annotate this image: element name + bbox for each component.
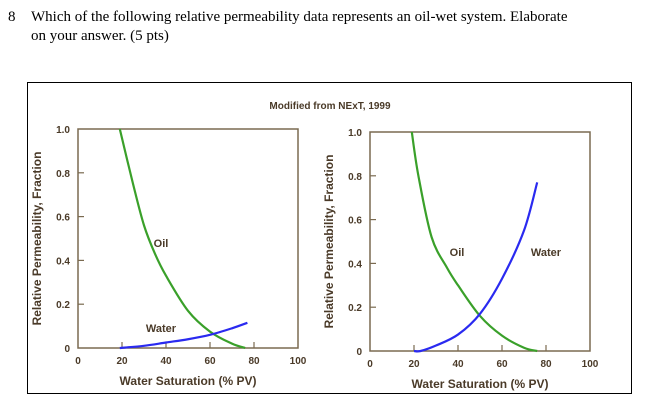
x-tick-label: 40 xyxy=(452,359,464,370)
x-tick-label: 20 xyxy=(408,359,420,370)
water-curve-label: Water xyxy=(146,323,177,335)
oil-curve-2 xyxy=(410,131,538,353)
x-tick-label: 100 xyxy=(290,356,307,367)
x-axis-label: Water Saturation (% PV) xyxy=(412,377,549,391)
y-axis-label: Relative Permeability, Fraction xyxy=(30,152,44,326)
y-tick-label: 0.8 xyxy=(56,169,70,180)
x-tick-label: 80 xyxy=(248,356,260,367)
plot-area-1 xyxy=(77,128,299,349)
y-tick-label: 0.6 xyxy=(56,213,70,224)
question-text: 8 Which of the following relative permeab… xyxy=(8,8,658,46)
x-tick-label: 0 xyxy=(75,356,81,367)
y-tick-label: 0.4 xyxy=(56,256,70,267)
water-curve-label: Water xyxy=(531,247,562,259)
oil-curve-1 xyxy=(118,128,246,350)
y-tick-label: 0.8 xyxy=(348,172,362,183)
x-tick-label: 100 xyxy=(582,359,599,370)
y-tick-label: 1.0 xyxy=(56,125,70,136)
question-line-1: Which of the following relative permeabi… xyxy=(31,9,568,25)
y-tick-label: 0.2 xyxy=(348,303,362,314)
question-line-2: on your answer. (5 pts) xyxy=(31,28,169,44)
x-tick-label: 0 xyxy=(367,359,373,370)
water-curve-1 xyxy=(119,321,248,350)
oil-curve-label: Oil xyxy=(450,247,465,259)
plot-area-2 xyxy=(369,131,591,352)
x-tick-label: 20 xyxy=(116,356,128,367)
figure-credit: Modified from NExT, 1999 xyxy=(269,101,391,112)
x-tick-label: 60 xyxy=(496,359,508,370)
y-tick-label: 0.2 xyxy=(56,300,70,311)
water-curve-2 xyxy=(413,182,539,353)
x-tick-label: 60 xyxy=(204,356,216,367)
y-tick-label: 0 xyxy=(356,347,362,358)
x-tick-label: 80 xyxy=(540,359,552,370)
oil-curve-label: Oil xyxy=(154,238,169,250)
x-tick-label: 40 xyxy=(160,356,172,367)
x-axis-label: Water Saturation (% PV) xyxy=(120,374,257,388)
y-axis-label: Relative Permeability, Fraction xyxy=(322,155,336,329)
question-number: 8 xyxy=(8,9,16,25)
y-tick-label: 0 xyxy=(64,344,70,355)
figure-frame xyxy=(27,82,632,394)
y-tick-label: 0.6 xyxy=(348,216,362,227)
y-tick-label: 1.0 xyxy=(348,128,362,139)
y-tick-label: 0.4 xyxy=(348,259,362,270)
